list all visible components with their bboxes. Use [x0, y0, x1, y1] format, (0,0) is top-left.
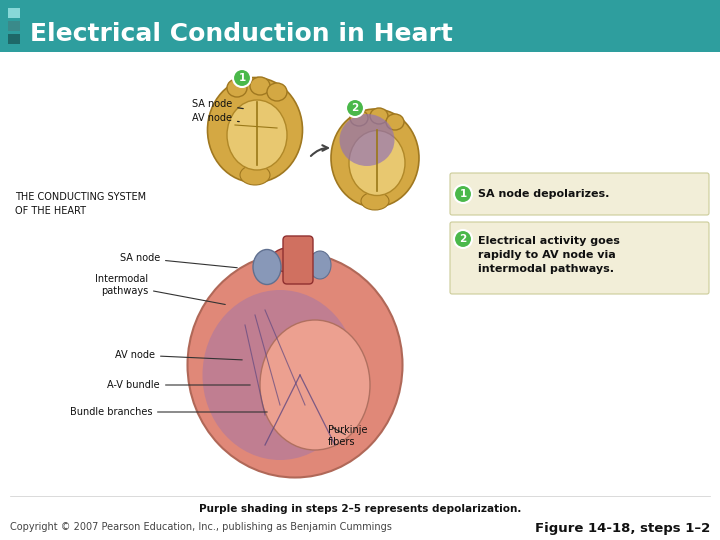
- Ellipse shape: [207, 78, 302, 183]
- Ellipse shape: [271, 247, 309, 273]
- Ellipse shape: [361, 192, 389, 210]
- Bar: [8, 8, 20, 18]
- Ellipse shape: [386, 114, 404, 130]
- Text: Bundle branches: Bundle branches: [70, 407, 267, 417]
- Text: THE CONDUCTING SYSTEM
OF THE HEART: THE CONDUCTING SYSTEM OF THE HEART: [15, 192, 146, 216]
- Ellipse shape: [350, 110, 368, 126]
- Bar: [8, 21, 20, 31]
- Bar: [8, 34, 20, 44]
- Ellipse shape: [340, 114, 395, 166]
- Text: 1: 1: [459, 189, 467, 199]
- Ellipse shape: [370, 108, 388, 124]
- Text: Electrical Conduction in Heart: Electrical Conduction in Heart: [30, 22, 453, 46]
- Ellipse shape: [260, 320, 370, 450]
- FancyBboxPatch shape: [450, 222, 709, 294]
- Circle shape: [346, 99, 364, 117]
- Text: 2: 2: [459, 234, 467, 244]
- Bar: [0, 0, 720, 52]
- Ellipse shape: [331, 109, 419, 207]
- Text: SA node: SA node: [192, 99, 243, 109]
- Text: Figure 14-18, steps 1–2: Figure 14-18, steps 1–2: [535, 522, 710, 535]
- Text: Copyright © 2007 Pearson Education, Inc., publishing as Benjamin Cummings: Copyright © 2007 Pearson Education, Inc.…: [10, 522, 392, 532]
- Text: rapidly to AV node via: rapidly to AV node via: [478, 250, 616, 260]
- Ellipse shape: [267, 83, 287, 101]
- Circle shape: [454, 185, 472, 203]
- Ellipse shape: [240, 165, 270, 185]
- Ellipse shape: [253, 249, 281, 285]
- Text: SA node depolarizes.: SA node depolarizes.: [478, 189, 609, 199]
- Ellipse shape: [227, 100, 287, 170]
- Text: Intermodal
pathways: Intermodal pathways: [95, 274, 225, 305]
- Ellipse shape: [187, 253, 402, 477]
- Ellipse shape: [250, 77, 270, 95]
- Ellipse shape: [227, 79, 247, 97]
- Text: SA node: SA node: [120, 253, 237, 268]
- Text: AV node: AV node: [115, 350, 242, 360]
- Ellipse shape: [309, 251, 331, 279]
- Text: Electrical activity goes: Electrical activity goes: [478, 236, 620, 246]
- FancyBboxPatch shape: [283, 236, 313, 284]
- Text: 2: 2: [351, 103, 359, 113]
- Text: 1: 1: [238, 73, 246, 83]
- Text: intermodal pathways.: intermodal pathways.: [478, 264, 614, 274]
- Ellipse shape: [202, 290, 358, 460]
- Text: Purkinje
fibers: Purkinje fibers: [328, 425, 367, 447]
- Text: AV node: AV node: [192, 113, 239, 123]
- Ellipse shape: [349, 131, 405, 195]
- Text: A-V bundle: A-V bundle: [107, 380, 251, 390]
- Circle shape: [454, 230, 472, 248]
- Text: Purple shading in steps 2–5 represents depolarization.: Purple shading in steps 2–5 represents d…: [199, 504, 521, 514]
- FancyBboxPatch shape: [450, 173, 709, 215]
- Circle shape: [233, 69, 251, 87]
